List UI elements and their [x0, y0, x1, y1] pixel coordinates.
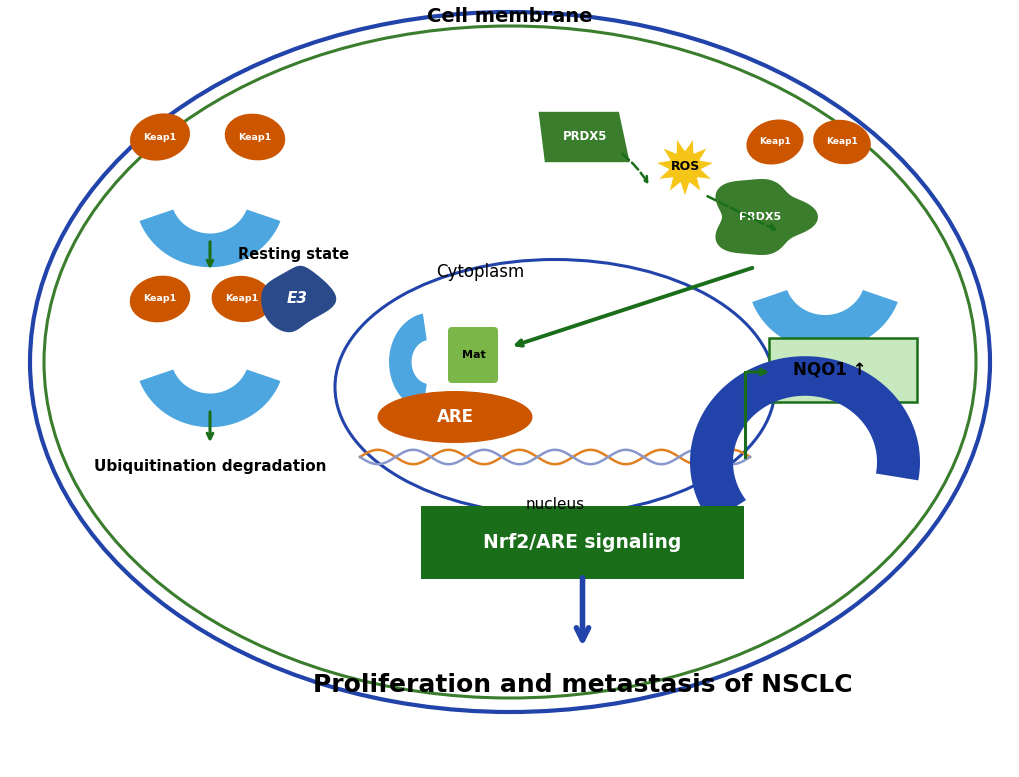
Text: Nrf2: Nrf2	[414, 357, 436, 367]
Text: PRDX5: PRDX5	[738, 212, 781, 222]
Polygon shape	[538, 112, 629, 162]
Text: Keap1: Keap1	[144, 294, 176, 304]
Ellipse shape	[746, 120, 803, 165]
Text: Proliferation and metastasis of NSCLC: Proliferation and metastasis of NSCLC	[313, 673, 852, 697]
Polygon shape	[714, 179, 817, 255]
Ellipse shape	[812, 120, 870, 164]
Text: Resting state: Resting state	[237, 248, 348, 263]
FancyBboxPatch shape	[421, 506, 743, 579]
Text: ROS: ROS	[669, 161, 699, 173]
Text: Nrf2: Nrf2	[804, 276, 845, 294]
Text: Nrf2/ARE signaling: Nrf2/ARE signaling	[483, 533, 681, 552]
Polygon shape	[388, 314, 426, 410]
Text: Cytoplasm: Cytoplasm	[435, 263, 524, 281]
Ellipse shape	[377, 391, 532, 443]
Ellipse shape	[224, 113, 285, 160]
Polygon shape	[140, 370, 280, 427]
FancyBboxPatch shape	[447, 327, 497, 383]
Polygon shape	[654, 138, 714, 197]
Ellipse shape	[211, 276, 272, 322]
Polygon shape	[261, 266, 336, 333]
Text: PRDX5: PRDX5	[562, 131, 606, 144]
Text: E3: E3	[286, 291, 307, 306]
Text: Ubiquitination degradation: Ubiquitination degradation	[94, 459, 326, 475]
Text: Cell membrane: Cell membrane	[427, 8, 592, 26]
Text: Keap1: Keap1	[225, 294, 259, 304]
Polygon shape	[751, 290, 897, 350]
Polygon shape	[689, 356, 919, 523]
Text: Nrf2: Nrf2	[187, 356, 232, 374]
Text: Keap1: Keap1	[758, 138, 790, 147]
Text: Keap1: Keap1	[825, 138, 857, 147]
Text: Keap1: Keap1	[144, 133, 176, 141]
Ellipse shape	[129, 276, 191, 322]
Ellipse shape	[129, 113, 190, 161]
Text: Mat: Mat	[462, 350, 485, 360]
Text: Nrf2: Nrf2	[187, 196, 232, 214]
Text: Keap1: Keap1	[238, 133, 271, 141]
Text: ARE: ARE	[436, 408, 473, 426]
Text: NQO1 ↑: NQO1 ↑	[793, 361, 866, 379]
FancyBboxPatch shape	[768, 338, 916, 402]
Text: nucleus: nucleus	[525, 497, 584, 513]
Polygon shape	[140, 210, 280, 267]
